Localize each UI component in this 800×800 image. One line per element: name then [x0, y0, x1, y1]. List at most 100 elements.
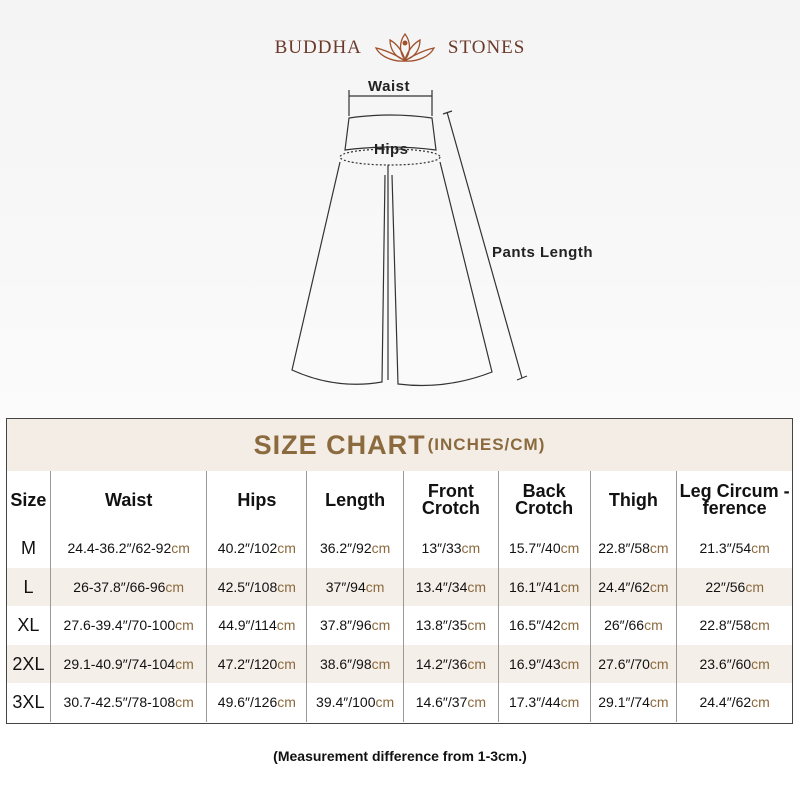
- value: 16.1″/41: [508, 578, 561, 595]
- table-row: 2XL 29.1-40.9″/74-104 cm 47.2″/120 cm 38.6″/9…: [7, 644, 792, 683]
- unit: cm: [560, 694, 580, 711]
- pants-length-label: Pants Length: [492, 244, 594, 261]
- unit: cm: [560, 655, 580, 672]
- unit: cm: [745, 578, 764, 595]
- value: 13.8″/35: [415, 617, 468, 634]
- value: 27.6-39.4″/70-100: [63, 617, 176, 634]
- measurement-cell: 37.8″/96 cm: [306, 606, 403, 645]
- value: 15.7″/40: [508, 540, 561, 557]
- column-header: Thigh: [589, 471, 677, 529]
- header-row: Size Waist Hips Length Front Crotch Back Crot…: [7, 471, 792, 529]
- table-row: M 24.4-36.2″/62-92 cm 40.2″/102 cm 36.2″/92 cm…: [7, 529, 792, 568]
- unit: cm: [560, 578, 580, 595]
- value: 27.6″/70: [598, 655, 650, 672]
- value: 16.5″/42: [508, 617, 561, 634]
- value: 37″/94: [325, 578, 366, 595]
- measurement-cell: 23.6″/60 cm: [676, 644, 792, 683]
- measurement-cell: 16.5″/42 cm: [497, 606, 590, 645]
- table-row: XL 27.6-39.4″/70-100 cm 44.9″/114 cm 37.8″/96…: [7, 606, 792, 645]
- unit: cm: [751, 617, 770, 634]
- measurement-cell: 42.5″/108 cm: [206, 567, 306, 606]
- size-chart-title: SIZE CHART (INCHES/CM): [7, 419, 792, 471]
- value: 23.6″/60: [699, 655, 752, 672]
- unit: cm: [371, 617, 391, 634]
- measurement-cell: 26″/66 cm: [589, 606, 677, 645]
- unit: cm: [467, 655, 487, 672]
- measurement-cell: 36.2″/92 cm: [306, 529, 403, 568]
- measurement-cell: 49.6″/126 cm: [206, 683, 306, 722]
- measurement-cell: 14.2″/36 cm: [402, 644, 498, 683]
- unit: cm: [171, 540, 190, 557]
- measurement-cell: 16.9″/43 cm: [497, 644, 590, 683]
- unit: cm: [649, 655, 669, 672]
- logo-right-text: STONES: [447, 37, 526, 58]
- column-header: Size: [10, 489, 47, 510]
- unit: cm: [375, 694, 395, 711]
- value: 14.6″/37: [415, 694, 468, 711]
- unit: cm: [467, 578, 487, 595]
- measurement-cell: 27.6″/70 cm: [589, 644, 677, 683]
- unit: cm: [467, 617, 487, 634]
- unit: cm: [560, 540, 580, 557]
- title-text: SIZE CHART: [253, 429, 426, 460]
- value: 42.5″/108: [217, 578, 278, 595]
- size-cell: 3XL: [12, 692, 45, 713]
- value: 36.2″/92: [319, 540, 372, 557]
- value: 47.2″/120: [217, 655, 278, 672]
- hips-label: Hips: [374, 141, 409, 158]
- value: 37.8″/96: [319, 617, 372, 634]
- title-units: (INCHES/CM): [427, 435, 546, 454]
- value: 24.4″/62: [598, 578, 650, 595]
- table-row: L 26-37.8″/66-96 cm 42.5″/108 cm 37″/94 cm 13.4…: [7, 567, 792, 606]
- measurement-cell: 13″/33 cm: [402, 529, 498, 568]
- value: 22″/56: [705, 578, 746, 595]
- unit: cm: [751, 655, 770, 672]
- measurement-cell: 37″/94 cm: [306, 567, 403, 606]
- unit: cm: [175, 617, 194, 634]
- unit: cm: [649, 694, 669, 711]
- measurement-cell: 13.4″/34 cm: [402, 567, 498, 606]
- value: 17.3″/44: [508, 694, 561, 711]
- value: 24.4-36.2″/62-92: [67, 540, 172, 557]
- lotus-meditation-icon: [374, 32, 436, 62]
- unit: cm: [644, 617, 663, 634]
- brand-logo: BUDDHA STONES: [0, 30, 800, 66]
- unit: cm: [277, 540, 296, 557]
- value: 29.1-40.9″/74-104: [63, 655, 176, 672]
- measurement-cell: 38.6″/98 cm: [306, 644, 403, 683]
- value: 26″/66: [604, 617, 645, 634]
- value: 49.6″/126: [217, 694, 278, 711]
- unit: cm: [371, 540, 391, 557]
- waist-label: Waist: [368, 78, 410, 95]
- value: 30.7-42.5″/78-108: [63, 694, 176, 711]
- unit: cm: [277, 655, 296, 672]
- size-chart-table: SIZE CHART (INCHES/CM) Size Waist Hips Lengt…: [6, 418, 793, 724]
- value: 44.9″/114: [218, 617, 277, 634]
- unit: cm: [461, 540, 481, 557]
- size-cell: M: [20, 538, 36, 559]
- unit: cm: [751, 694, 770, 711]
- measurement-cell: 26-37.8″/66-96 cm: [49, 567, 207, 606]
- measurement-cell: 44.9″/114 cm: [206, 606, 306, 645]
- measurement-cell: 15.7″/40 cm: [497, 529, 590, 568]
- measurement-cell: 29.1″/74 cm: [589, 683, 677, 722]
- value: 29.1″/74: [598, 694, 650, 711]
- value: 22.8″/58: [699, 617, 752, 634]
- unit: cm: [175, 655, 194, 672]
- measurement-cell: 27.6-39.4″/70-100 cm: [49, 606, 207, 645]
- measurement-cell: 24.4″/62 cm: [676, 683, 792, 722]
- measurement-cell: 47.2″/120 cm: [206, 644, 306, 683]
- measurement-cell: 22.8″/58 cm: [589, 529, 677, 568]
- measurement-cell: 40.2″/102 cm: [206, 529, 306, 568]
- size-cell: L: [23, 576, 34, 597]
- logo-left-text: BUDDHA: [274, 37, 362, 58]
- background: [0, 0, 800, 420]
- value: 16.9″/43: [508, 655, 561, 672]
- measurement-cell: 29.1-40.9″/74-104 cm: [49, 644, 207, 683]
- measurement-cell: 16.1″/41 cm: [497, 567, 590, 606]
- unit: cm: [560, 617, 580, 634]
- column-header: Length: [306, 471, 403, 529]
- value: 13.4″/34: [415, 578, 468, 595]
- value: 40.2″/102: [217, 540, 278, 557]
- column-header: Waist: [49, 471, 207, 529]
